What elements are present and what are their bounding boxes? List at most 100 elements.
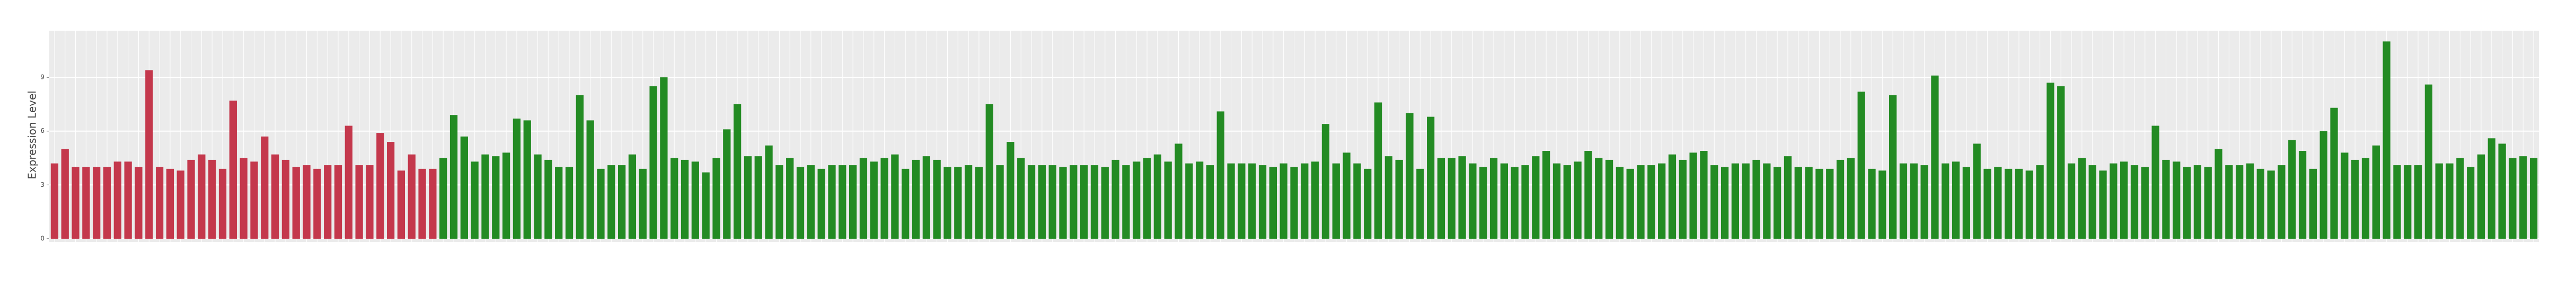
bar xyxy=(418,168,426,239)
bar xyxy=(1647,165,1655,239)
bar xyxy=(1626,168,1634,239)
bar xyxy=(1710,165,1718,239)
bar xyxy=(2236,165,2244,239)
y-tick-label: 3 xyxy=(40,181,45,188)
bar xyxy=(2215,149,2222,239)
bar xyxy=(1290,167,1298,239)
bar xyxy=(1721,167,1729,239)
bar xyxy=(2435,163,2443,239)
bar xyxy=(1658,163,1666,239)
y-axis-label: Expression Level xyxy=(26,91,39,179)
bar xyxy=(408,154,416,239)
bar xyxy=(2151,125,2159,239)
bar xyxy=(1784,156,1792,239)
bar xyxy=(198,154,206,239)
bar xyxy=(1994,167,2002,239)
bar xyxy=(124,161,132,239)
bar xyxy=(1458,156,1466,239)
bar xyxy=(1616,167,1624,239)
bar xyxy=(1090,165,1099,239)
bar xyxy=(1542,150,1550,239)
bar xyxy=(2099,170,2107,239)
bar xyxy=(471,161,479,239)
bar xyxy=(1910,163,1918,239)
bar xyxy=(1364,168,1372,239)
bar xyxy=(449,115,458,239)
bar xyxy=(1111,159,1119,239)
bar xyxy=(1574,161,1582,239)
bar xyxy=(891,154,899,239)
bar xyxy=(177,170,184,239)
bar xyxy=(345,125,352,239)
bar xyxy=(1752,159,1760,239)
bar xyxy=(2509,158,2517,239)
bar xyxy=(334,165,342,239)
bar xyxy=(649,86,657,239)
bar xyxy=(523,120,531,239)
bar xyxy=(1007,142,1014,239)
bar xyxy=(2477,154,2485,239)
bar xyxy=(366,165,374,239)
bar xyxy=(1605,159,1613,239)
bar xyxy=(964,165,973,239)
bar xyxy=(1878,170,1886,239)
bar xyxy=(1101,167,1109,239)
bar xyxy=(429,168,437,239)
bar xyxy=(681,159,689,239)
bar xyxy=(1301,163,1309,239)
bar xyxy=(1427,116,1435,239)
bar xyxy=(2487,138,2495,239)
bar xyxy=(2120,161,2128,239)
bar xyxy=(1353,163,1361,239)
bar xyxy=(313,168,321,239)
bar xyxy=(1374,102,1382,239)
bar xyxy=(954,167,962,239)
bar xyxy=(271,154,279,239)
bar xyxy=(355,165,363,239)
bar xyxy=(933,159,941,239)
bar xyxy=(639,168,647,239)
bar xyxy=(786,158,794,239)
bar xyxy=(796,167,805,239)
bar xyxy=(2278,165,2286,239)
bar xyxy=(513,119,521,239)
bar xyxy=(1416,168,1424,239)
bar xyxy=(303,165,311,239)
bar xyxy=(1668,154,1677,239)
bar xyxy=(2173,161,2181,239)
bar xyxy=(240,158,248,239)
bar xyxy=(849,165,857,239)
bar xyxy=(2529,158,2538,239)
bar xyxy=(2183,167,2191,239)
bar xyxy=(1521,165,1529,239)
bar xyxy=(2383,41,2390,239)
bar xyxy=(996,165,1004,239)
bar xyxy=(576,95,584,239)
bar xyxy=(859,158,868,239)
bar xyxy=(1321,124,1330,239)
bar xyxy=(828,165,836,239)
bar xyxy=(617,165,626,239)
bar xyxy=(2519,156,2527,239)
bar xyxy=(2088,165,2096,239)
bar xyxy=(712,158,720,239)
bar xyxy=(1332,163,1340,239)
bar xyxy=(1133,161,1141,239)
bar xyxy=(1868,168,1876,239)
bar xyxy=(839,165,846,239)
bar xyxy=(166,168,174,239)
bar xyxy=(870,161,878,239)
bar xyxy=(1532,156,1540,239)
bar xyxy=(439,158,447,239)
bar xyxy=(135,167,143,239)
bar xyxy=(208,159,216,239)
bar xyxy=(628,154,637,239)
bar xyxy=(1227,163,1235,239)
bar xyxy=(544,159,552,239)
bar xyxy=(1942,163,1949,239)
bar xyxy=(50,163,59,239)
bar xyxy=(187,159,195,239)
bar xyxy=(229,101,237,239)
bar xyxy=(1847,158,1855,239)
